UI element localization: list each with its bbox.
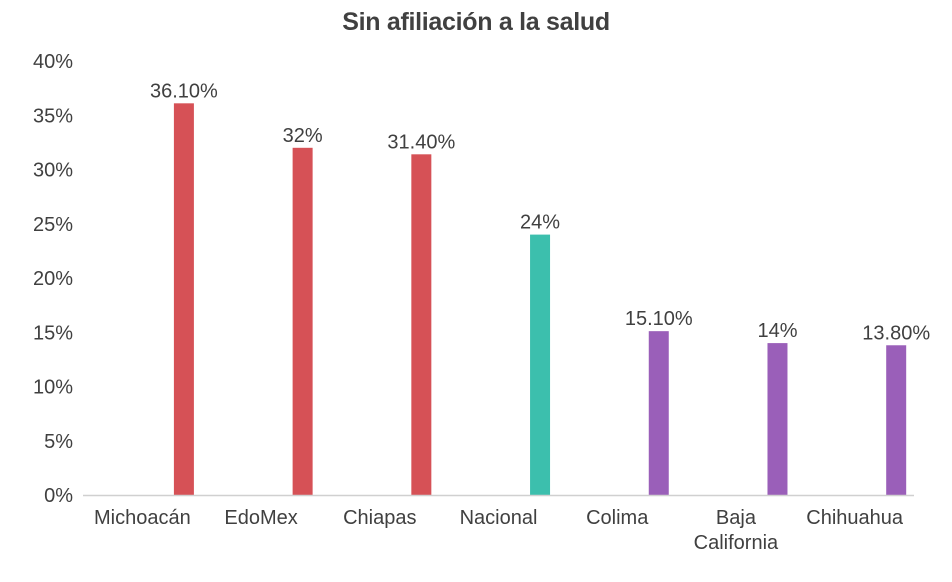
y-tick-label: 0% [44,485,73,507]
x-tick-label: Chiapas [343,507,416,529]
y-tick-label: 30% [33,160,73,182]
data-label: 36.10% [150,80,218,102]
x-tick-label: Michoacán [94,507,191,529]
y-tick-label: 15% [33,322,73,344]
data-label: 24% [520,212,560,234]
x-tick-label: Chihuahua [806,507,904,529]
data-label: 13.80% [862,322,930,344]
y-tick-label: 25% [33,214,73,236]
y-tick-label: 10% [33,377,73,399]
y-tick-label: 5% [44,431,73,453]
bar [530,234,551,495]
bar [648,331,669,495]
x-axis: Michoacán EdoMex Chiapas Nacional Colima Baja… [83,494,914,554]
bar [411,154,432,495]
x-tick-label: EdoMex [224,507,297,529]
data-label: 15.10% [625,308,693,330]
x-tick-label: Nacional [460,507,538,529]
bar [173,103,194,495]
bar [292,147,313,496]
data-label: 31.40% [387,131,455,153]
y-tick-label: 20% [33,268,73,290]
x-tick-label: Colima [586,507,649,529]
bar [767,343,788,495]
x-tick-label: Baja California [694,507,779,554]
bar [886,345,907,495]
chart-title: Sin afiliación a la salud [342,8,610,36]
y-axis: 0% 5% 10% 15% 20% 25% 30% 35% 40% [33,51,73,507]
y-tick-label: 35% [33,105,73,127]
data-labels: 36.10% 32% 31.40% 24% 15.10% 14% 13.80% [150,80,930,344]
y-tick-label: 40% [33,51,73,73]
data-label: 32% [283,125,323,147]
data-label: 14% [757,320,797,342]
bars [173,103,907,496]
